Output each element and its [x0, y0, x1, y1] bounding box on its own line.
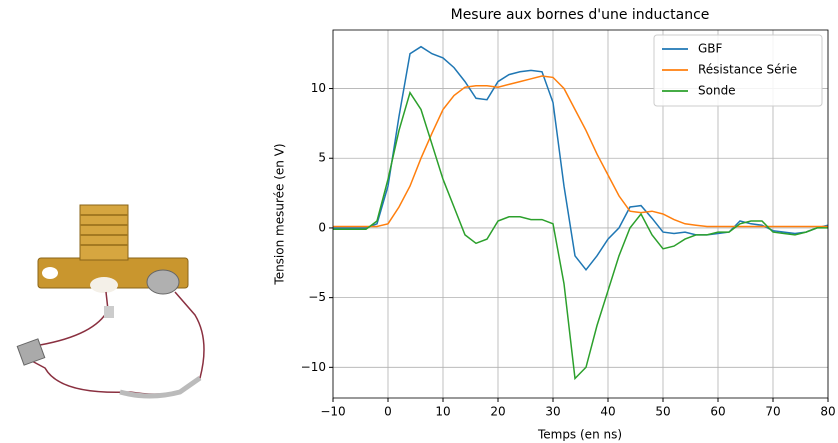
x-tick-label: 60	[710, 405, 725, 419]
y-tick-label: −10	[301, 360, 326, 374]
plot-frame	[332, 29, 829, 399]
x-tick-label: 10	[435, 405, 450, 419]
legend-label: GBF	[698, 42, 723, 56]
x-tick-label: 0	[384, 405, 392, 419]
series-line	[333, 75, 828, 228]
legend-label: Résistance Série	[698, 63, 797, 77]
x-tick-label: 20	[490, 405, 505, 419]
legend: GBF Résistance Série Sonde	[653, 34, 823, 107]
y-tick-label: 0	[318, 220, 326, 234]
y-tick-label: −5	[308, 290, 326, 304]
y-axis-label: Tension mesurée (en V)	[273, 143, 287, 285]
x-tick-label: 70	[765, 405, 780, 419]
connector-photo	[16, 204, 205, 399]
y-tick-label: 5	[318, 151, 326, 165]
x-tick-label: 80	[820, 405, 835, 419]
legend-box	[653, 34, 823, 107]
series-line	[333, 90, 828, 381]
x-tick-label: 30	[545, 405, 560, 419]
x-axis-label: Temps (en ns)	[537, 428, 622, 442]
x-tick-label: 50	[655, 405, 670, 419]
y-tick-label: 10	[311, 81, 326, 95]
legend-label: Sonde	[698, 84, 736, 98]
chart-title: Mesure aux bornes d'une inductance	[451, 7, 710, 23]
x-tick-label: 40	[600, 405, 615, 419]
x-tick-label: −10	[320, 405, 345, 419]
